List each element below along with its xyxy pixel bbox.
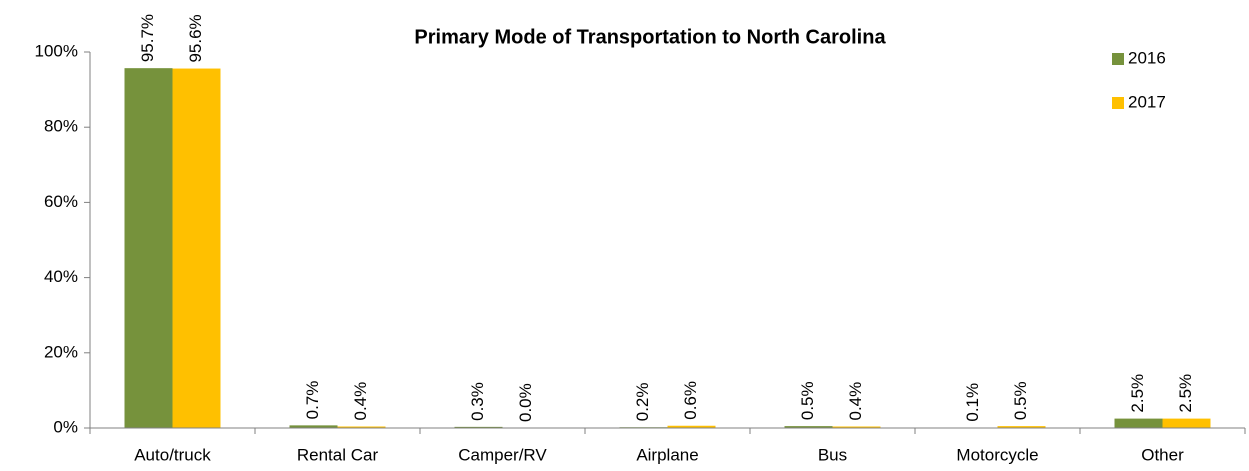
y-tick-label: 20% <box>44 342 78 361</box>
value-label: 0.0% <box>516 383 535 422</box>
x-tick-label: Motorcycle <box>956 445 1038 464</box>
legend-label: 2017 <box>1128 92 1166 111</box>
value-label: 0.7% <box>303 381 322 420</box>
bar <box>1114 418 1163 428</box>
value-label: 95.6% <box>186 14 205 62</box>
bar <box>337 426 386 428</box>
value-label: 2.5% <box>1128 374 1147 413</box>
bar <box>667 425 716 428</box>
y-tick-label: 40% <box>44 267 78 286</box>
value-label: 0.6% <box>681 381 700 420</box>
legend-swatch <box>1112 53 1124 65</box>
chart-title: Primary Mode of Transportation to North … <box>414 26 886 48</box>
y-tick-label: 100% <box>35 41 78 60</box>
value-label: 0.1% <box>963 383 982 422</box>
bar <box>832 426 881 428</box>
y-tick-label: 80% <box>44 117 78 136</box>
value-label: 95.7% <box>138 14 157 62</box>
bar <box>289 425 338 428</box>
x-tick-label: Rental Car <box>297 445 379 464</box>
y-tick-label: 60% <box>44 192 78 211</box>
value-label: 0.2% <box>633 382 652 421</box>
value-label: 0.4% <box>351 382 370 421</box>
legend-label: 2016 <box>1128 48 1166 67</box>
value-label: 2.5% <box>1176 374 1195 413</box>
x-tick-label: Other <box>1141 445 1184 464</box>
x-tick-label: Auto/truck <box>134 445 211 464</box>
bar <box>784 426 833 428</box>
bar <box>1162 418 1211 428</box>
y-tick-label: 0% <box>53 417 78 436</box>
x-tick-label: Bus <box>818 445 847 464</box>
bar <box>172 68 221 428</box>
value-label: 0.4% <box>846 382 865 421</box>
value-label: 0.3% <box>468 382 487 421</box>
value-label: 0.5% <box>1011 381 1030 420</box>
x-tick-label: Camper/RV <box>458 445 547 464</box>
value-label: 0.5% <box>798 381 817 420</box>
bar <box>454 426 503 428</box>
x-tick-label: Airplane <box>636 445 698 464</box>
bar <box>124 68 173 428</box>
legend-swatch <box>1112 97 1124 109</box>
bar <box>997 426 1046 428</box>
